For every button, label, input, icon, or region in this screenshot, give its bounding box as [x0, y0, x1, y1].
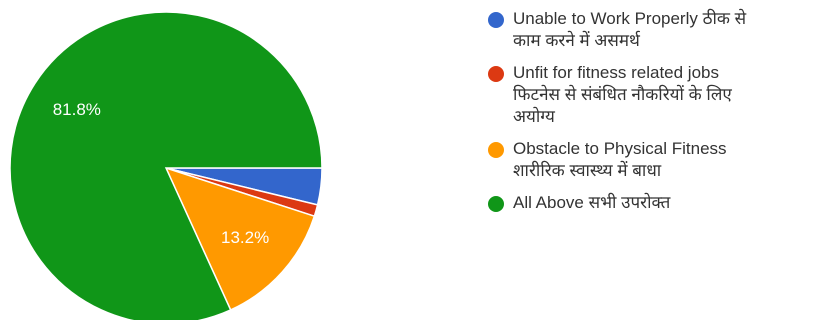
legend-label-line: अयोग्य — [513, 107, 555, 126]
slice-value-label: 13.2% — [221, 228, 269, 247]
pie-slice-obstacle-to-physical-fitness[interactable] — [164, 166, 316, 311]
legend-label-line: फिटनेस से संबंधित नौकरियों के लिए — [513, 85, 732, 104]
legend-swatch — [488, 142, 504, 158]
legend-label: Unfit for fitness related jobs फिटनेस से … — [513, 62, 732, 128]
slice-value-label: 81.8% — [53, 100, 101, 119]
legend-label: All Above सभी उपरोक्त — [513, 192, 670, 214]
legend-label-line: Unfit for fitness related jobs — [513, 63, 719, 82]
legend-label-line: शारीरिक स्वास्थ्य में बाधा — [513, 161, 662, 180]
legend-label: Obstacle to Physical Fitness शारीरिक स्वा… — [513, 138, 727, 182]
legend-label-line: All Above सभी उपरोक्त — [513, 193, 671, 212]
pie-slice-all-above[interactable] — [9, 11, 323, 320]
legend-item-unfit-for-fitness-related-jobs[interactable]: Unfit for fitness related jobs फिटनेस से … — [488, 62, 814, 128]
legend-label-line: Unable to Work Properly ठीक से — [513, 9, 747, 28]
pie-slices — [9, 11, 323, 320]
legend-swatch — [488, 66, 504, 82]
pie-slice-labels: 13.2% 81.8% — [53, 100, 270, 247]
legend-item-unable-to-work-properly[interactable]: Unable to Work Properly ठीक से काम करने म… — [488, 8, 814, 52]
pie-chart: 13.2% 81.8% — [9, 11, 323, 320]
legend-item-obstacle-to-physical-fitness[interactable]: Obstacle to Physical Fitness शारीरिक स्वा… — [488, 138, 814, 182]
legend-label-line: काम करने में असमर्थ — [513, 31, 640, 50]
legend-swatch — [488, 196, 504, 212]
legend: Unable to Work Properly ठीक से काम करने म… — [488, 8, 814, 224]
legend-item-all-above[interactable]: All Above सभी उपरोक्त — [488, 192, 814, 214]
legend-label-line: Obstacle to Physical Fitness — [513, 139, 727, 158]
legend-label: Unable to Work Properly ठीक से काम करने म… — [513, 8, 746, 52]
legend-swatch — [488, 12, 504, 28]
